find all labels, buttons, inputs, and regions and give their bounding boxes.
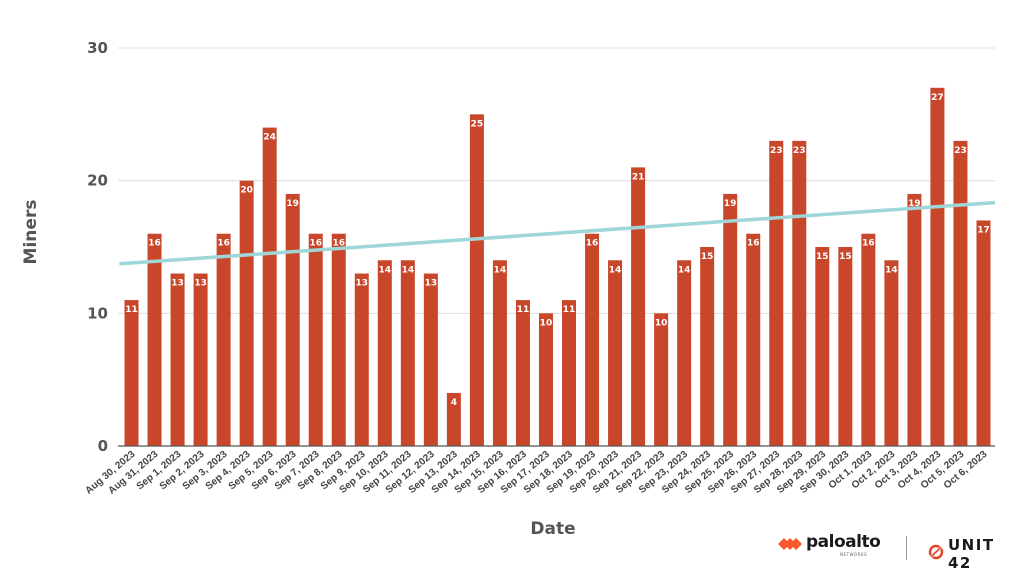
bar (884, 260, 899, 446)
data-label: 14 (885, 265, 898, 275)
data-label: 10 (655, 318, 668, 328)
data-label: 16 (148, 239, 161, 249)
bar (723, 193, 738, 446)
bar (608, 260, 623, 446)
bar (631, 167, 646, 446)
bar (331, 233, 346, 446)
data-label: 23 (770, 146, 783, 156)
y-tick-label: 10 (87, 304, 108, 322)
y-axis-ticks: 0 10 20 30 (87, 39, 108, 455)
bar (285, 193, 300, 446)
data-label: 13 (425, 279, 438, 289)
data-label: 4 (451, 398, 457, 408)
data-label: 17 (977, 225, 990, 235)
bar (216, 233, 231, 446)
data-label: 14 (402, 265, 415, 275)
data-label: 16 (862, 239, 875, 249)
bar (354, 273, 369, 446)
bar (262, 127, 277, 446)
data-label: 14 (609, 265, 622, 275)
data-label: 10 (540, 318, 553, 328)
data-label: 15 (701, 252, 714, 262)
bar (700, 247, 715, 446)
data-label: 13 (171, 279, 184, 289)
bar (170, 273, 185, 446)
y-tick-label: 0 (98, 437, 108, 455)
data-label: 15 (839, 252, 852, 262)
paloalto-subtext: NETWORKS (840, 552, 868, 557)
data-label: 19 (908, 199, 921, 209)
bar (124, 300, 139, 446)
data-labels: 11 16 13 13 16 20 24 19 16 16 13 14 14 13 4 25 14 11 10 11 1… (125, 93, 990, 408)
data-label: 24 (263, 133, 276, 143)
bar (746, 233, 761, 446)
bar (308, 233, 323, 446)
data-label: 16 (309, 239, 322, 249)
logo-divider (906, 536, 907, 560)
unit42-mark-icon (928, 544, 944, 564)
data-label: 14 (494, 265, 507, 275)
paloalto-logo: paloalto NETWORKS (778, 532, 881, 557)
bar (377, 260, 392, 446)
bar (400, 260, 415, 446)
data-label: 13 (194, 279, 207, 289)
data-label: 23 (954, 146, 967, 156)
bar (538, 313, 553, 446)
data-label: 14 (379, 265, 392, 275)
data-label: 16 (586, 239, 599, 249)
bar (446, 392, 461, 446)
data-label: 21 (632, 172, 645, 182)
data-label: 11 (517, 305, 530, 315)
x-axis-title: Date (530, 519, 575, 539)
data-label: 15 (816, 252, 829, 262)
bars (124, 87, 991, 447)
data-label: 20 (240, 186, 253, 196)
y-tick-label: 30 (87, 39, 108, 57)
bar (562, 300, 577, 446)
data-label: 11 (125, 305, 138, 315)
bar (654, 313, 669, 446)
bar (976, 220, 991, 446)
bar (769, 140, 784, 446)
data-label: 19 (286, 199, 299, 209)
bar (907, 193, 922, 446)
y-tick-label: 20 (87, 172, 108, 190)
data-label: 16 (332, 239, 345, 249)
bar (469, 114, 484, 446)
data-label: 11 (563, 305, 576, 315)
paloalto-mark-icon (778, 534, 802, 554)
bar (792, 140, 807, 446)
data-label: 16 (217, 239, 230, 249)
unit42-wordmark: UNIT 42 (948, 536, 995, 572)
bar (147, 233, 162, 446)
bar (953, 140, 968, 446)
unit42-logo: UNIT 42 (928, 536, 1024, 572)
bar (423, 273, 438, 446)
bar (861, 233, 876, 446)
data-label: 19 (724, 199, 737, 209)
bar (930, 87, 945, 447)
data-label: 27 (931, 93, 944, 103)
data-label: 13 (356, 279, 369, 289)
bar (492, 260, 507, 446)
data-label: 16 (747, 239, 760, 249)
paloalto-wordmark: paloalto (806, 532, 881, 552)
data-label: 23 (793, 146, 806, 156)
data-label: 25 (471, 119, 484, 129)
bar (815, 247, 830, 446)
bar (515, 300, 530, 446)
bar (677, 260, 692, 446)
bar (838, 247, 853, 446)
data-label: 14 (678, 265, 691, 275)
bar (585, 233, 600, 446)
bar (239, 180, 254, 446)
trend-line (119, 200, 996, 266)
bar (193, 273, 208, 446)
y-axis-title: Miners (21, 200, 41, 265)
